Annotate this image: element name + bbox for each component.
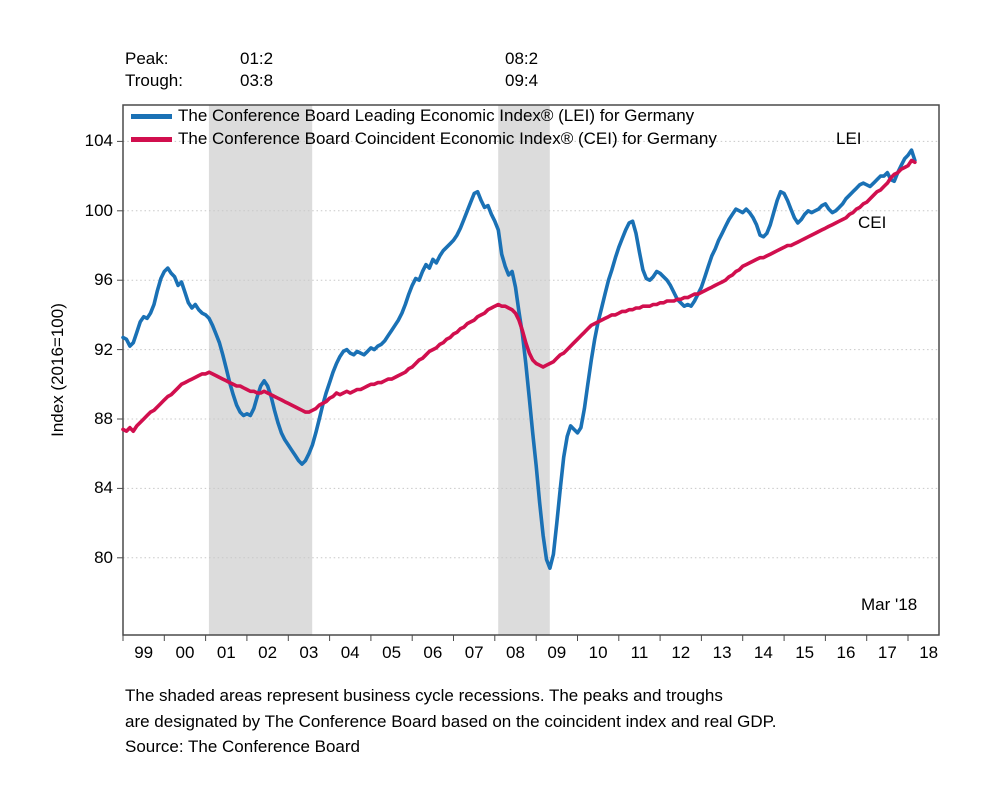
- x-tick-label-10: 10: [588, 643, 608, 662]
- y-tick-label-92: 92: [94, 339, 113, 359]
- lei-line-swatch: [131, 114, 172, 119]
- y-axis-title: Index (2016=100): [48, 303, 67, 437]
- y-tick-label-88: 88: [94, 409, 113, 428]
- lei-line: [121, 148, 917, 570]
- x-tick-label-99: 99: [134, 643, 154, 662]
- plot-border: [122, 104, 940, 636]
- cei-series-tag: CEI: [858, 213, 887, 232]
- trough-row-label: Trough:: [125, 71, 183, 90]
- y-tick-label-96: 96: [94, 270, 113, 290]
- legend-label-lei: The Conference Board Leading Economic In…: [178, 106, 695, 125]
- cei-line-swatch: [131, 137, 172, 142]
- x-tick-label-00: 00: [175, 643, 195, 662]
- y-tick-label-104: 104: [84, 131, 113, 151]
- footnote: The shaded areas represent business cycl…: [125, 683, 776, 760]
- last-point-label: Mar '18: [861, 595, 918, 614]
- x-tick-label-16: 16: [836, 643, 856, 662]
- cei-line: [121, 158, 917, 433]
- x-tick-label-03: 03: [299, 643, 319, 662]
- y-tick-label-84: 84: [94, 478, 113, 498]
- trough-date-1: 03:8: [240, 71, 274, 90]
- x-tick-label-12: 12: [671, 643, 691, 662]
- x-tick-label-07: 07: [464, 643, 484, 662]
- x-tick-label-08: 08: [506, 643, 525, 662]
- x-tick-label-13: 13: [712, 643, 732, 662]
- peak-row-label: Peak:: [125, 49, 169, 68]
- y-tick-label-100: 100: [84, 200, 113, 220]
- x-tick-label-14: 14: [753, 643, 773, 662]
- recession-shade-1: [208, 105, 313, 635]
- footnote-line-2: are designated by The Conference Board b…: [125, 711, 777, 731]
- trough-date-2: 09:4: [505, 71, 539, 90]
- x-tick-label-09: 09: [547, 643, 567, 662]
- x-tick-label-01: 01: [216, 643, 236, 662]
- recession-shade-2: [498, 105, 550, 635]
- legend-label-cei: The Conference Board Coincident Economic…: [178, 129, 717, 148]
- footnote-line-3: Source: The Conference Board: [125, 737, 360, 756]
- y-tick-label-80: 80: [94, 547, 113, 567]
- x-tick-label-15: 15: [795, 643, 815, 662]
- x-tick-label-04: 04: [340, 643, 360, 662]
- peak-date-1: 01:2: [240, 49, 274, 68]
- peak-date-2: 08:2: [505, 49, 539, 68]
- footnote-line-1: The shaded areas represent business cycl…: [125, 686, 723, 705]
- x-tick-label-11: 11: [630, 643, 649, 662]
- x-tick-label-02: 02: [258, 643, 278, 662]
- lei-series-tag: LEI: [836, 129, 862, 148]
- x-tick-label-18: 18: [919, 643, 939, 662]
- x-tick-label-06: 06: [423, 643, 443, 662]
- x-tick-label-17: 17: [877, 643, 897, 662]
- x-tick-label-05: 05: [382, 643, 402, 662]
